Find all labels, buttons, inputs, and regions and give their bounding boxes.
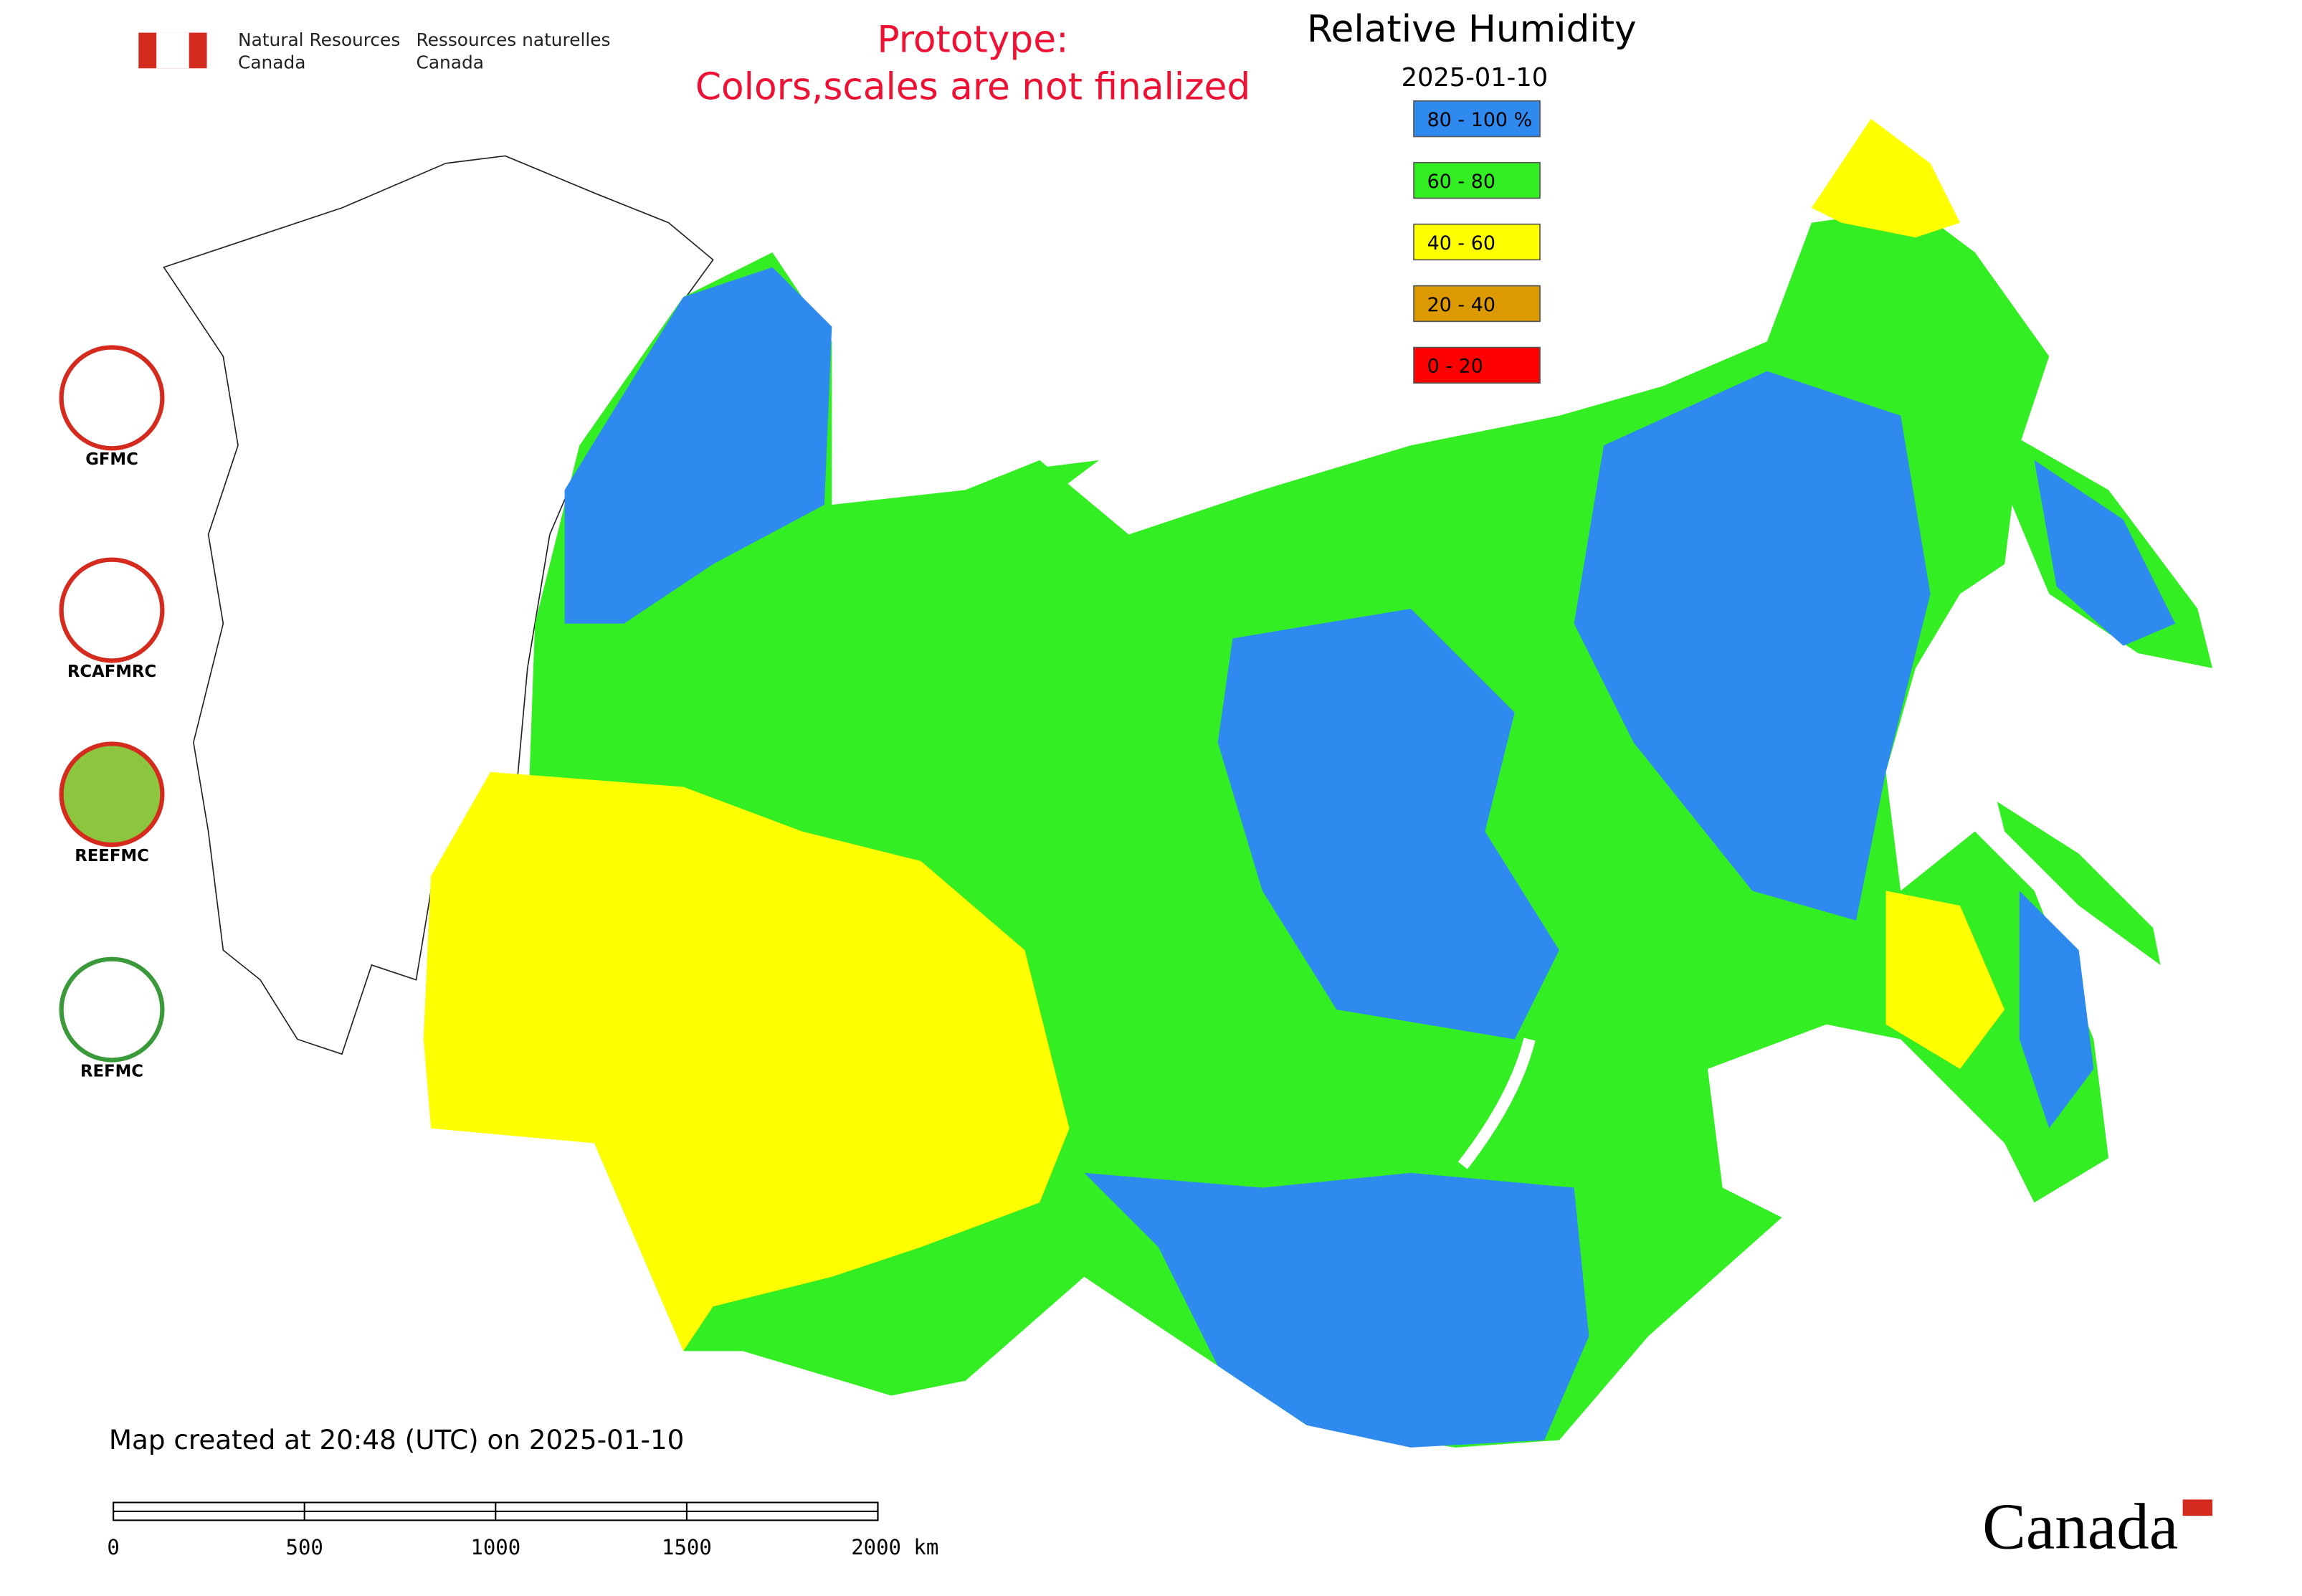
agency-fr: Canada xyxy=(417,52,484,72)
scale-label: 1500 xyxy=(662,1535,712,1559)
scale-label: 500 xyxy=(286,1535,323,1559)
logo-label: RCAFMRC xyxy=(67,662,156,681)
legend-swatch xyxy=(1413,346,1541,384)
region-40-60-east xyxy=(1885,890,2005,1069)
lake-baikal xyxy=(1457,1037,1536,1169)
logos: GFMC RCAFMRC REEFMC REFMC xyxy=(59,345,165,1080)
region-80-100 xyxy=(564,267,2176,1448)
legend: 80 - 100 % 60 - 80 40 - 60 20 - 40 0 - 20 xyxy=(1413,100,1541,384)
patch xyxy=(564,267,832,624)
agency-en: Canada xyxy=(238,52,305,72)
caption: Map created at 20:48 (UTC) on 2025-01-10 xyxy=(109,1424,684,1455)
legend-label: 20 - 40 xyxy=(1427,294,1495,316)
legend-swatch xyxy=(1413,161,1541,199)
legend-swatch xyxy=(1413,100,1541,138)
logo-emblem xyxy=(59,956,165,1063)
legend-label: 40 - 60 xyxy=(1427,232,1495,255)
date: 2025-01-10 xyxy=(1402,63,1549,92)
novaya-zemlya xyxy=(965,460,1100,550)
legend-swatch xyxy=(1413,285,1541,323)
logo-label: REEFMC xyxy=(75,847,149,865)
scale-label: 1000 xyxy=(470,1535,520,1559)
flag-white xyxy=(156,32,189,69)
logo-emblem xyxy=(59,345,165,451)
patch xyxy=(2019,890,2094,1129)
prototype-note: Colors,scales are not finalized xyxy=(695,66,1250,109)
prototype-note: Prototype: xyxy=(877,18,1068,61)
legend-label: 80 - 100 % xyxy=(1427,109,1533,131)
legend-label: 60 - 80 xyxy=(1427,171,1495,193)
region-40-60 xyxy=(423,771,1070,1352)
legend-label: 0 - 20 xyxy=(1427,356,1483,378)
patch xyxy=(1574,371,1931,921)
agency-fr: Ressources naturelles xyxy=(417,29,611,50)
scale-label: 0 xyxy=(107,1535,119,1559)
scale-label: 2000 km xyxy=(851,1535,938,1559)
patch xyxy=(2034,460,2176,646)
logo-label: REFMC xyxy=(80,1062,143,1080)
scale-bar: 0 500 1000 1500 2000 km xyxy=(107,1501,938,1559)
wordmark-flag xyxy=(2182,1499,2213,1516)
wordmark: Canada xyxy=(1982,1491,2178,1563)
title: Relative Humidity xyxy=(1307,8,1637,51)
sakhalin xyxy=(1997,802,2161,965)
patch xyxy=(1084,1172,1589,1448)
patch xyxy=(1217,608,1559,1040)
agency-en: Natural Resources xyxy=(238,29,400,50)
legend-swatch xyxy=(1413,223,1541,261)
logo-emblem xyxy=(59,557,165,663)
region-40-60-north xyxy=(1811,118,1961,238)
logo-label: GFMC xyxy=(85,450,138,469)
logo-emblem xyxy=(59,741,165,847)
